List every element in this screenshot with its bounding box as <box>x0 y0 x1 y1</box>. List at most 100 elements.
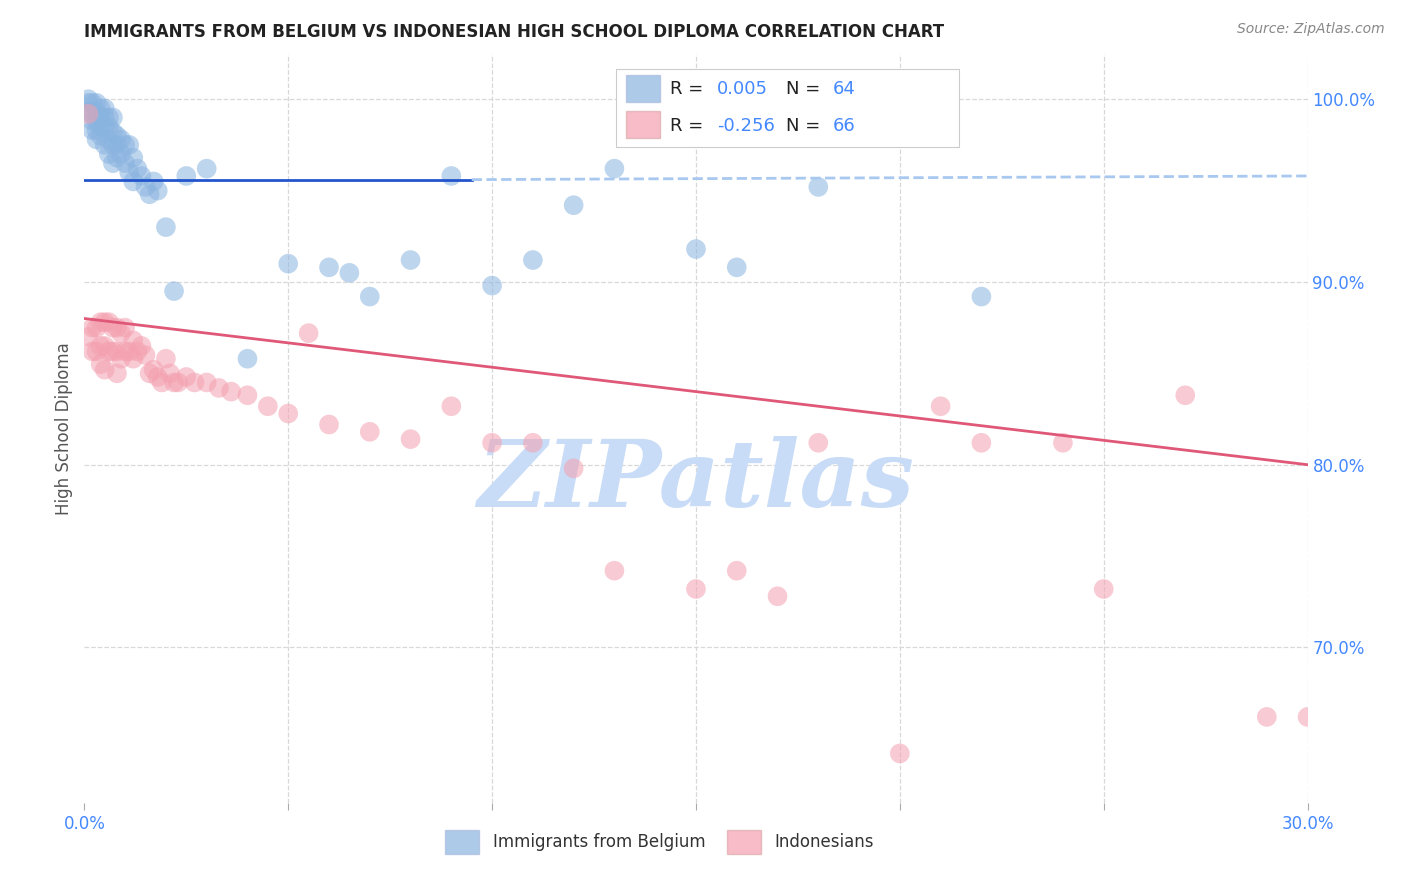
Point <box>131 339 153 353</box>
Point <box>970 289 993 303</box>
Point <box>440 399 463 413</box>
Point <box>97 132 120 146</box>
Point <box>97 120 120 134</box>
Point <box>1256 710 1278 724</box>
Point <box>138 367 160 381</box>
Point <box>93 339 115 353</box>
Point <box>86 114 108 128</box>
Point <box>114 156 136 170</box>
Point <box>110 132 132 146</box>
Point <box>101 156 124 170</box>
Point <box>889 747 911 761</box>
Point <box>118 137 141 152</box>
Point <box>93 362 115 376</box>
Point <box>277 257 299 271</box>
Text: N =: N = <box>786 117 827 136</box>
Point <box>86 320 108 334</box>
Point <box>155 220 177 235</box>
Point <box>101 125 124 139</box>
FancyBboxPatch shape <box>626 75 661 103</box>
Point <box>114 344 136 359</box>
Point <box>105 128 128 143</box>
Text: R =: R = <box>671 117 709 136</box>
Text: Immigrants from Belgium: Immigrants from Belgium <box>494 833 706 851</box>
Point <box>86 123 108 137</box>
Point <box>174 370 197 384</box>
Point <box>101 137 124 152</box>
Point <box>298 326 321 340</box>
Point <box>970 435 993 450</box>
Text: ZIPatlas: ZIPatlas <box>478 435 914 525</box>
Point <box>82 344 104 359</box>
Text: Indonesians: Indonesians <box>775 833 873 851</box>
Point <box>359 425 381 439</box>
Point <box>105 344 128 359</box>
Point <box>86 132 108 146</box>
Point <box>685 242 707 256</box>
Point <box>86 344 108 359</box>
Point <box>97 344 120 359</box>
Point <box>163 376 186 390</box>
Point <box>110 351 132 366</box>
Point <box>159 367 181 381</box>
Point <box>1174 388 1197 402</box>
Point <box>122 151 145 165</box>
Point <box>127 161 149 176</box>
Point <box>167 376 190 390</box>
Y-axis label: High School Diploma: High School Diploma <box>55 342 73 515</box>
Point <box>118 344 141 359</box>
Text: R =: R = <box>671 80 709 98</box>
Point <box>105 151 128 165</box>
Point <box>86 105 108 120</box>
Point <box>77 92 100 106</box>
Point <box>399 253 422 268</box>
Text: N =: N = <box>786 80 827 98</box>
Point <box>90 339 112 353</box>
Text: Source: ZipAtlas.com: Source: ZipAtlas.com <box>1237 22 1385 37</box>
Point <box>82 95 104 110</box>
FancyBboxPatch shape <box>446 830 479 854</box>
Point <box>90 357 112 371</box>
FancyBboxPatch shape <box>727 830 761 854</box>
Point <box>562 461 585 475</box>
Point <box>131 169 153 183</box>
Text: 64: 64 <box>832 80 856 98</box>
Point <box>97 315 120 329</box>
Point <box>93 137 115 152</box>
Point <box>359 289 381 303</box>
Point <box>77 107 100 121</box>
Point <box>522 253 544 268</box>
Point <box>929 399 952 413</box>
Text: IMMIGRANTS FROM BELGIUM VS INDONESIAN HIGH SCHOOL DIPLOMA CORRELATION CHART: IMMIGRANTS FROM BELGIUM VS INDONESIAN HI… <box>84 23 945 41</box>
Point <box>93 111 115 125</box>
Point <box>195 161 218 176</box>
Point <box>77 330 100 344</box>
Point <box>603 161 626 176</box>
Point <box>90 128 112 143</box>
Point <box>219 384 242 399</box>
Point <box>122 351 145 366</box>
Point <box>1092 582 1115 596</box>
Point <box>440 169 463 183</box>
Point <box>277 407 299 421</box>
Point <box>766 589 789 603</box>
FancyBboxPatch shape <box>616 69 959 147</box>
Point <box>101 344 124 359</box>
Point <box>257 399 280 413</box>
Point <box>101 111 124 125</box>
Point <box>163 284 186 298</box>
Point <box>807 435 830 450</box>
Point <box>105 367 128 381</box>
Point <box>236 388 259 402</box>
FancyBboxPatch shape <box>626 112 661 138</box>
Point <box>318 260 340 275</box>
Point <box>481 278 503 293</box>
Point <box>90 111 112 125</box>
Point <box>93 120 115 134</box>
Point <box>105 137 128 152</box>
Point <box>138 187 160 202</box>
Point <box>562 198 585 212</box>
Point <box>399 432 422 446</box>
Point <box>155 351 177 366</box>
Point <box>101 320 124 334</box>
